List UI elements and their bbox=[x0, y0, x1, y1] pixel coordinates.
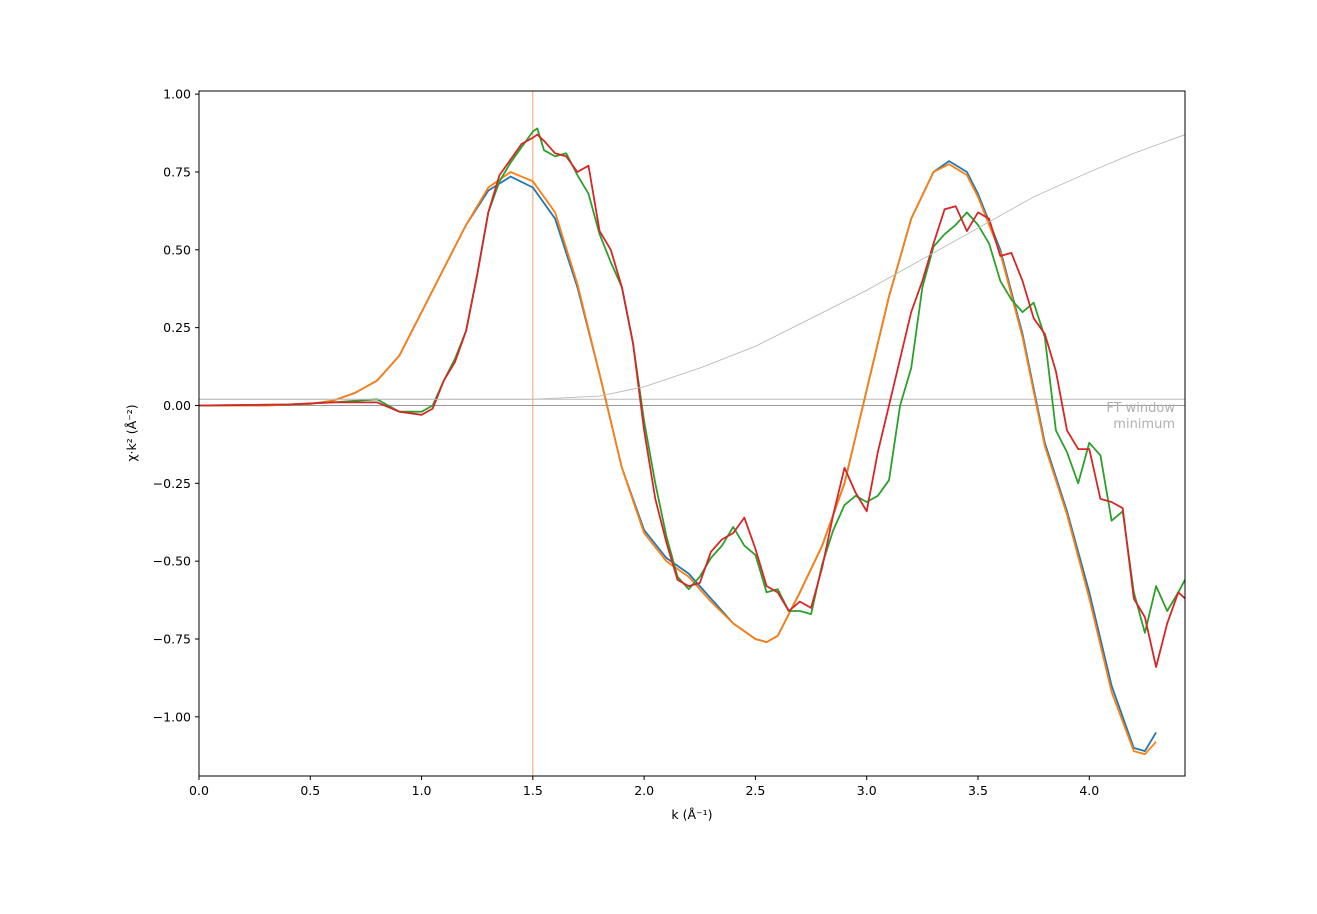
series-line-4 bbox=[199, 134, 1185, 400]
y-tick-label-1: −0.75 bbox=[153, 632, 191, 647]
x-axis-ticks: 0.0 0.5 1.0 1.5 2.0 2.5 3.0 3.5 4.0 bbox=[189, 776, 1099, 798]
x-tick-label-3: 1.5 bbox=[523, 783, 543, 798]
y-axis-ticks: −1.00 −0.75 −0.50 −0.25 0.00 0.25 0.50 0.75 1.00 bbox=[153, 87, 199, 724]
x-tick-label-4: 2.0 bbox=[634, 783, 654, 798]
y-tick-label-2: −0.50 bbox=[153, 554, 191, 569]
annotation-line-1: FT window bbox=[1106, 401, 1175, 416]
series-line-3 bbox=[199, 133, 1185, 668]
series-line-1 bbox=[199, 163, 1157, 756]
y-axis-label: χ·k² (Å⁻²) bbox=[124, 404, 139, 461]
y-tick-label-8: 1.00 bbox=[163, 87, 191, 102]
annotation-line-2: minimum bbox=[1113, 417, 1175, 432]
x-tick-label-1: 0.5 bbox=[300, 783, 320, 798]
x-tick-label-5: 2.5 bbox=[745, 783, 765, 798]
x-tick-label-7: 3.5 bbox=[968, 783, 988, 798]
x-tick-label-6: 3.0 bbox=[857, 783, 877, 798]
y-tick-label-5: 0.25 bbox=[163, 320, 191, 335]
x-tick-label-2: 1.0 bbox=[412, 783, 432, 798]
series-lines bbox=[199, 127, 1185, 756]
plot-frame bbox=[198, 90, 1186, 777]
x-tick-label-0: 0.0 bbox=[189, 783, 209, 798]
y-tick-label-0: −1.00 bbox=[153, 709, 191, 724]
series-line-2 bbox=[199, 127, 1185, 634]
y-tick-label-6: 0.50 bbox=[163, 242, 191, 257]
y-tick-label-3: −0.25 bbox=[153, 476, 191, 491]
x-tick-label-8: 4.0 bbox=[1079, 783, 1099, 798]
y-tick-label-4: 0.00 bbox=[163, 398, 191, 413]
y-tick-label-7: 0.75 bbox=[163, 164, 191, 179]
x-axis-label: k (Å⁻¹) bbox=[671, 807, 712, 822]
